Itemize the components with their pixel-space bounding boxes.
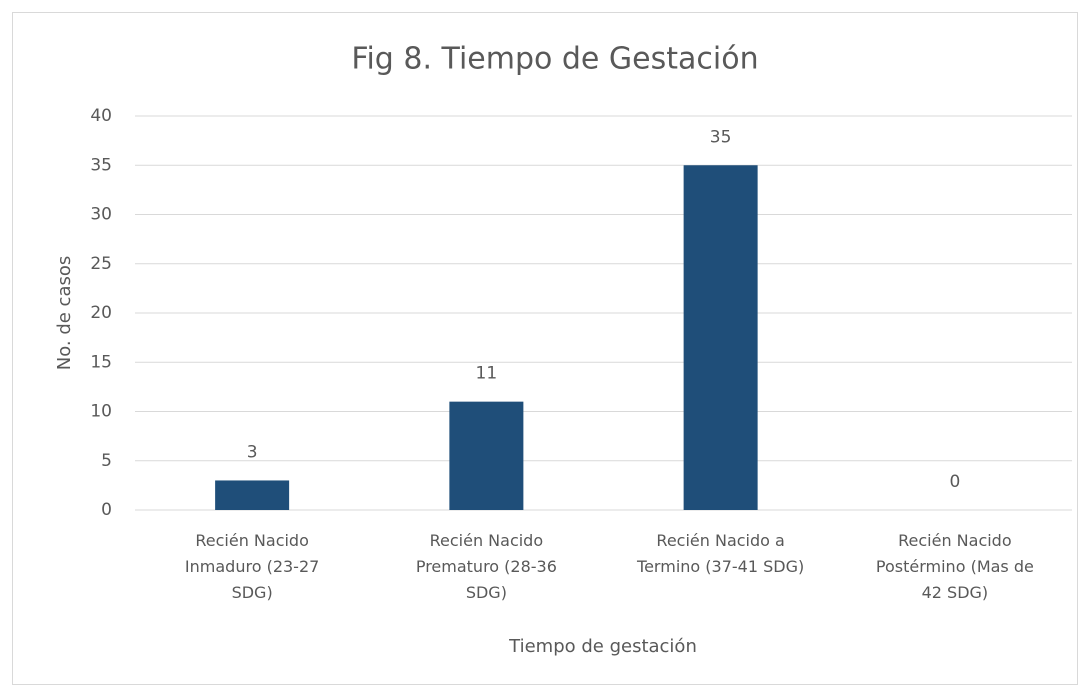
y-tick-label: 35: [90, 155, 112, 175]
x-tick-label: Recién Nacido Prematuro (28-36 SDG): [415, 531, 557, 602]
x-tick-label: Recién Nacido Postérmino (Mas de 42 SDG): [875, 531, 1034, 602]
y-tick-label: 20: [90, 303, 112, 323]
data-label: 11: [476, 364, 498, 384]
chart-title: Fig 8. Tiempo de Gestación: [351, 42, 758, 77]
y-tick-label: 5: [101, 451, 112, 471]
x-tick-label: Recién Nacido Inmaduro (23-27 SDG): [184, 531, 320, 602]
y-tick-label: 40: [90, 106, 112, 126]
x-axis-title: Tiempo de gestación: [508, 636, 697, 657]
y-tick-label: 0: [101, 500, 112, 520]
y-tick-label: 15: [90, 352, 112, 372]
y-tick-label: 30: [90, 205, 112, 225]
data-label: 0: [949, 472, 960, 492]
bar: [683, 165, 758, 510]
bar: [215, 480, 290, 510]
bar: [449, 401, 524, 510]
data-label: 35: [710, 127, 732, 147]
y-tick-label: 25: [90, 254, 112, 274]
data-label: 3: [247, 442, 258, 462]
x-tick-label: Recién Nacido a Termino (37-41 SDG): [637, 531, 805, 576]
y-axis-title: No. de casos: [54, 256, 75, 371]
y-tick-label: 10: [90, 402, 112, 422]
chart-border: [12, 12, 1078, 685]
